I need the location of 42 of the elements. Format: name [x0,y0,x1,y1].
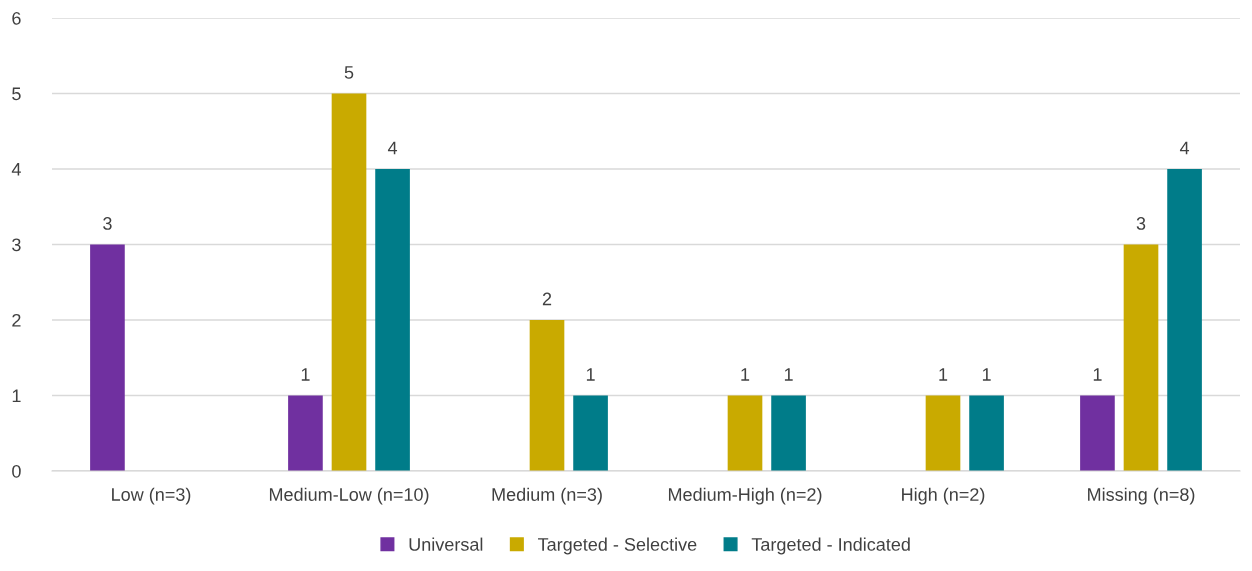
x-tick-label: Medium (n=3) [492,487,602,505]
bar [375,169,410,471]
y-tick-label: 0 [12,464,21,478]
y-tick-label: 3 [12,238,21,252]
data-label: 1 [1093,368,1102,381]
bar [1080,395,1115,471]
data-label: 1 [784,368,793,381]
bar [925,395,961,471]
y-tick-label: 4 [11,163,21,176]
y-tick-label: 2 [12,313,21,327]
bar [288,395,323,471]
y-tick-label: 1 [12,389,21,403]
bar [573,395,608,471]
x-tick-label: Missing (n=8) [1088,487,1195,505]
legend-label: Targeted - Indicated [751,537,910,555]
data-label: 1 [939,368,948,381]
x-tick-label: Low (n=3) [112,487,191,505]
bar [969,395,1004,471]
data-label: 3 [1136,217,1146,230]
bar [331,93,367,471]
data-label: 3 [103,217,112,230]
x-tick-label: Medium-Low (n=10) [269,487,429,505]
data-label: 1 [741,368,750,381]
y-tick-label: 6 [12,11,21,25]
bar [529,320,565,471]
bar [1123,244,1159,471]
legend-label: Universal [409,537,483,551]
data-label: 2 [542,292,552,306]
x-tick-label: High (n=2) [902,487,985,505]
data-label: 1 [586,368,595,381]
legend-label: Targeted - Selective [538,537,697,555]
bar [90,244,125,471]
bar [1167,169,1202,471]
bar [771,395,806,471]
data-label: 1 [301,368,310,381]
bar [727,395,763,471]
data-label: 4 [1179,141,1190,155]
data-label: 4 [387,141,398,155]
x-tick-label: Medium-High (n=2) [668,487,822,505]
data-label: 1 [982,368,991,381]
y-tick-label: 5 [12,87,21,101]
data-label: 5 [344,66,354,79]
